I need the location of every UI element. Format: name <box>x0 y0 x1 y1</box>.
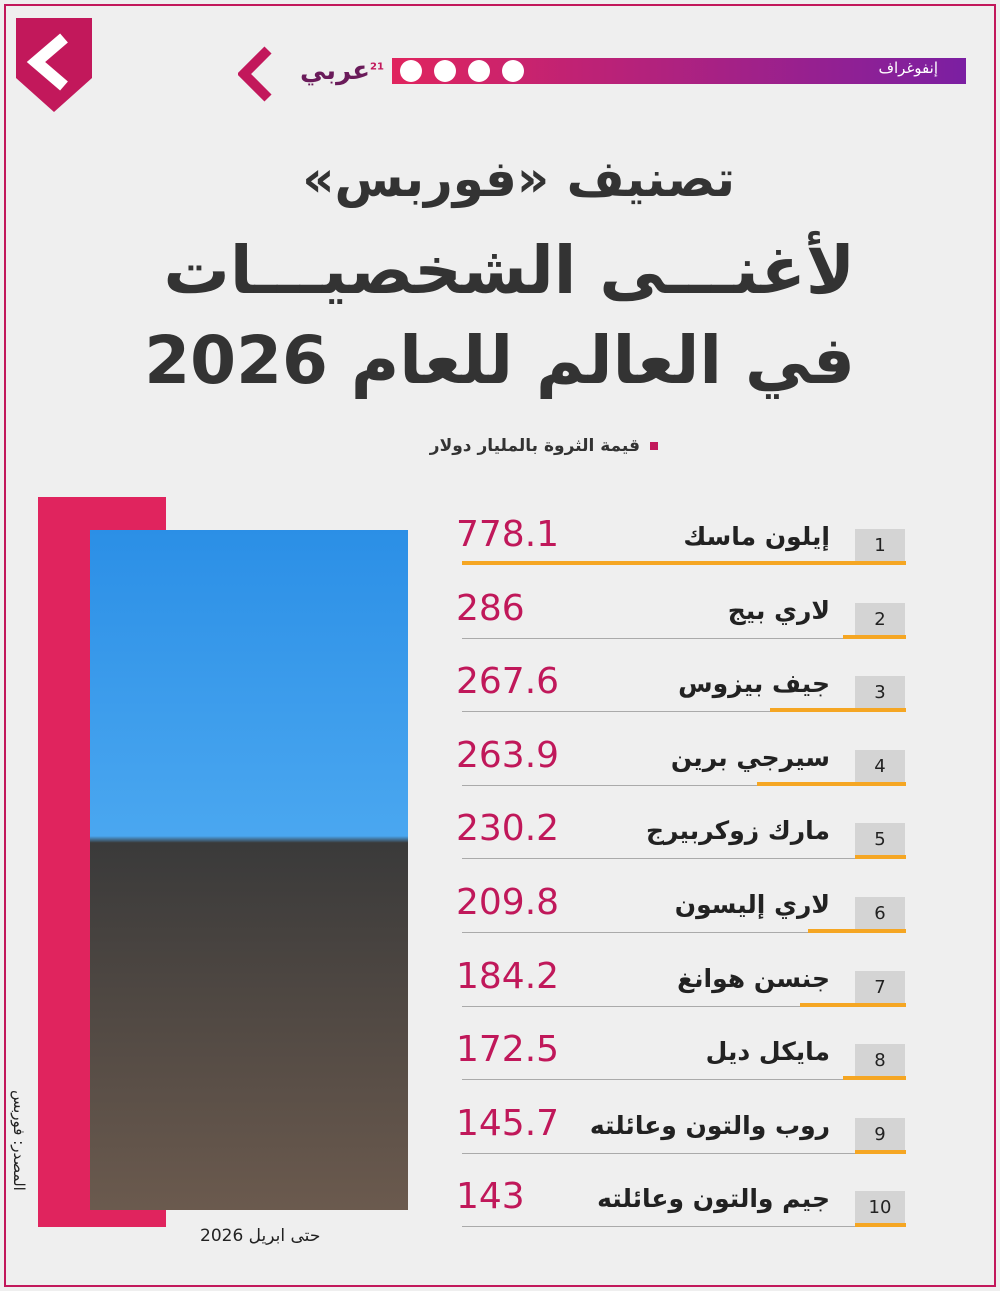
row-divider <box>462 1005 906 1007</box>
rank: 8 <box>855 1044 905 1077</box>
rank: 2 <box>855 602 905 635</box>
row-underline <box>808 929 906 933</box>
brand-name: عربي <box>300 56 371 86</box>
net-worth: 143 <box>456 1176 525 1218</box>
person-name: روب والتون وعائلته <box>589 1110 830 1140</box>
row-underline <box>855 1223 906 1228</box>
site-icon[interactable] <box>502 60 524 82</box>
net-worth: 172.5 <box>456 1029 560 1071</box>
net-worth: 267.6 <box>456 661 560 703</box>
row-divider <box>462 711 906 713</box>
net-worth: 778.1 <box>456 514 560 555</box>
person-name: إيلون ماسك <box>683 522 830 551</box>
person-name: جيف بيزوس <box>678 669 830 699</box>
person-name: لاري إليسون <box>674 890 830 919</box>
section-label: إنفوغراف <box>878 59 938 77</box>
row-divider <box>462 1226 906 1228</box>
rank: 6 <box>855 897 905 929</box>
net-worth: 209.8 <box>456 882 560 923</box>
net-worth: 184.2 <box>456 955 560 997</box>
corner-logo <box>16 18 92 112</box>
row-underline <box>843 634 906 639</box>
rank: 7 <box>855 970 905 1003</box>
frame <box>4 4 996 1287</box>
net-worth: 145.7 <box>456 1102 560 1144</box>
title-line: في العالم للعام 2026 <box>144 322 855 399</box>
row-underline <box>843 1076 906 1081</box>
rank: 1 <box>855 529 905 561</box>
row-divider <box>462 1079 906 1081</box>
person-name: جنسن هوانغ <box>677 963 830 993</box>
row-underline <box>770 708 906 713</box>
person-name: سيرجي برين <box>670 742 830 772</box>
row-divider <box>462 858 906 860</box>
photo <box>90 530 408 1210</box>
source: المصدر: فوربس <box>10 1090 28 1191</box>
twitter-icon[interactable] <box>434 60 456 82</box>
row-underline <box>462 561 906 565</box>
title-line: لأغنـــى الشخصيـــات <box>163 232 856 309</box>
net-worth: 286 <box>456 587 525 629</box>
net-worth: 263.9 <box>456 734 560 776</box>
title-line: تصنيف «فوربس» <box>302 150 735 208</box>
subtitle: قيمة الثروة بالمليار دولار <box>429 436 659 456</box>
rank: 5 <box>855 823 905 856</box>
youtube-icon[interactable] <box>468 60 490 82</box>
brand: 21عربي <box>300 56 384 86</box>
row-divider <box>462 784 906 786</box>
facebook-icon[interactable] <box>400 60 422 82</box>
row-underline <box>800 1002 906 1007</box>
person-name: مارك زوكربيرج <box>645 816 830 846</box>
row-divider <box>462 1152 906 1154</box>
row-underline <box>855 1149 906 1154</box>
brand-logo <box>238 46 272 102</box>
brand-sup: 21 <box>370 61 384 73</box>
row-divider <box>462 637 906 639</box>
person-name: مايكل ديل <box>705 1037 830 1067</box>
as-of: حتى ابريل 2026 <box>200 1226 321 1246</box>
rank: 9 <box>855 1117 905 1150</box>
row-underline <box>855 855 906 860</box>
rank: 10 <box>855 1191 905 1224</box>
row-underline <box>757 781 906 786</box>
net-worth: 230.2 <box>456 808 560 850</box>
row-divider <box>462 932 906 933</box>
person-name: لاري بيج <box>727 595 830 625</box>
rank: 3 <box>855 676 905 709</box>
rank: 4 <box>855 749 905 782</box>
person-name: جيم والتون وعائلته <box>597 1184 830 1214</box>
social-icons <box>400 60 536 86</box>
